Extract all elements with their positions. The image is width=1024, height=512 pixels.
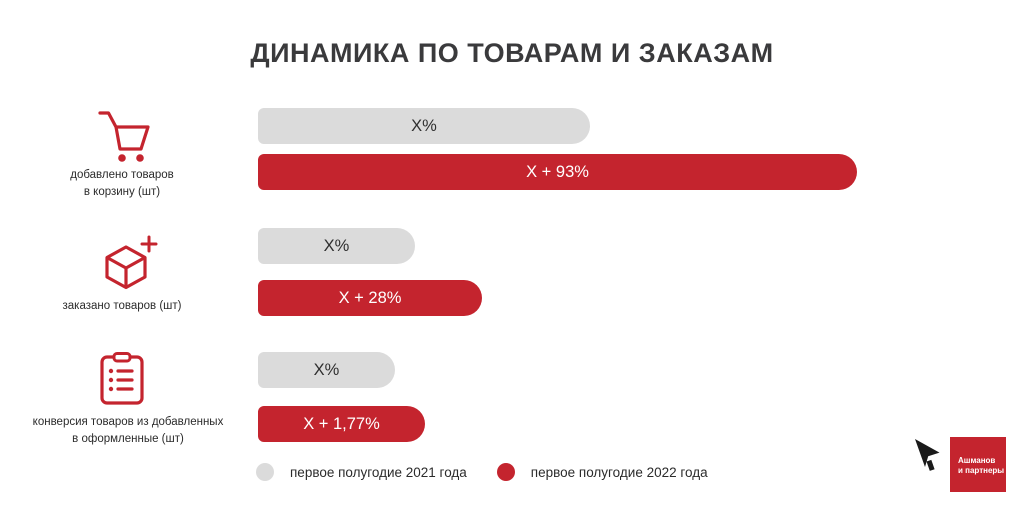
category-label-line: в корзину (шт) — [83, 186, 161, 198]
ashmanov-partners-logo: Ашманов и партнеры — [950, 437, 1006, 492]
page-title: ДИНАМИКА ПО ТОВАРАМ И ЗАКАЗАМ — [250, 38, 774, 68]
legend-label-2021: первое полугодие 2021 года — [290, 464, 467, 480]
bar-2022-conversion: X + 1,77% — [258, 406, 425, 442]
category-label-line: в оформленные (шт) — [72, 433, 184, 445]
category-label-line: конверсия товаров из добавленных — [32, 416, 224, 428]
legend-item-2022: первое полугодие 2022 года — [496, 463, 708, 481]
category-label-orders: заказано товаров (шт) — [27, 298, 217, 315]
logo-text-line: и партнеры — [958, 466, 1005, 475]
legend-label-2022: первое полугодие 2022 года — [530, 464, 708, 480]
bar-2021-conversion: X% — [258, 352, 395, 388]
logo-text-line: Ашманов — [958, 456, 996, 465]
legend: первое полугодие 2021 года первое полуго… — [256, 463, 708, 481]
bar-2021-cart: X% — [258, 108, 590, 144]
clipboard-list-icon — [99, 352, 145, 406]
legend-item-2021: первое полугодие 2021 года — [256, 463, 467, 481]
category-label-cart: добавлено товаров в корзину (шт) — [27, 167, 217, 201]
bar-2022-cart: X + 93% — [258, 154, 857, 190]
category-label-line: заказано товаров (шт) — [62, 300, 182, 312]
cursor-arrow-icon — [911, 438, 943, 484]
bar-2021-orders: X% — [258, 228, 415, 264]
cart-icon — [94, 104, 152, 164]
category-label-line: добавлено товаров — [70, 169, 174, 181]
box-plus-icon — [97, 233, 159, 297]
legend-dot-2021-icon — [256, 463, 274, 481]
category-label-conversion: конверсия товаров из добавленных в оформ… — [13, 414, 243, 448]
legend-dot-2022-icon — [496, 463, 515, 481]
bar-2022-orders: X + 28% — [258, 280, 482, 316]
